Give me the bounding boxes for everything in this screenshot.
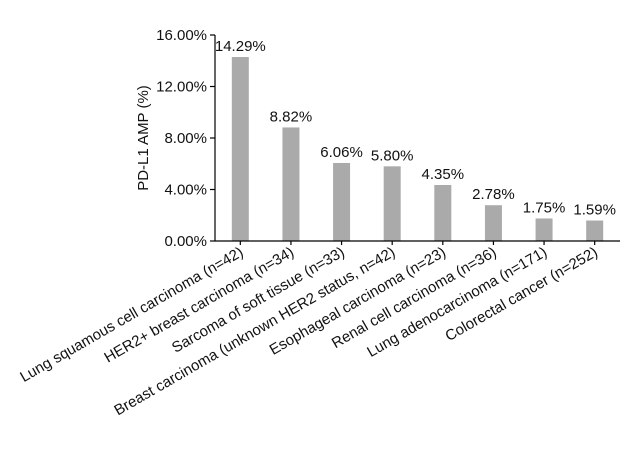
bar-value-label: 6.06% [320, 144, 363, 161]
bar [383, 166, 401, 241]
y-axis-ticks: 0.00% 4.00% 8.00% 12.00% 16.00% [156, 27, 215, 250]
y-axis-title: PD-L1 AMP (%) [135, 85, 152, 191]
bar [535, 218, 553, 241]
data-labels-group: 14.29% 8.82% 6.06% 5.80% 4.35% 2.78% 1.75% 1.59… [215, 38, 616, 219]
bar [434, 184, 452, 241]
y-tick-label: 16.00% [156, 27, 207, 44]
bars-group [231, 57, 604, 241]
y-tick-label: 8.00% [164, 130, 207, 147]
bar-value-label: 1.59% [573, 202, 616, 219]
bar [333, 162, 351, 241]
y-tick-label: 4.00% [164, 182, 207, 199]
category-labels-group: Lung squamous cell carcinoma (n=42)HER2+… [17, 241, 601, 419]
bar [586, 220, 604, 241]
bar [484, 205, 502, 241]
bar [231, 57, 249, 241]
bar [282, 127, 300, 241]
bar-value-label: 2.78% [472, 186, 515, 203]
y-tick-label: 12.00% [156, 79, 207, 96]
bar-value-label: 8.82% [270, 108, 313, 125]
bar-value-label: 14.29% [215, 38, 266, 55]
bar-value-label: 1.75% [523, 199, 566, 216]
bar-value-label: 4.35% [422, 166, 465, 183]
bar-value-label: 5.80% [371, 147, 414, 164]
y-tick-label: 0.00% [164, 233, 207, 250]
